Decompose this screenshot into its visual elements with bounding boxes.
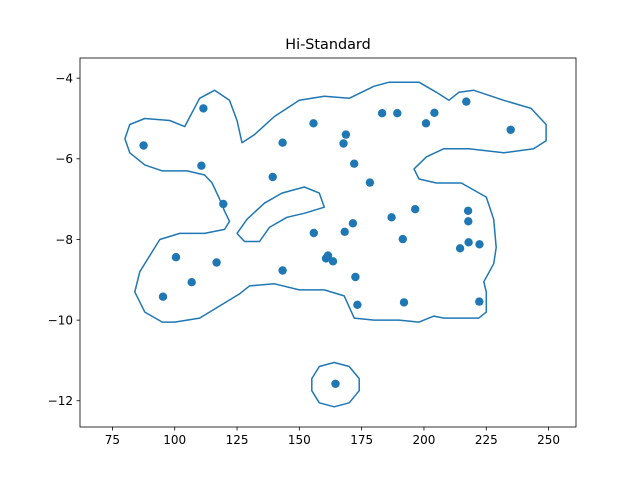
data-point-36 (463, 206, 473, 215)
y-tick-label: −6 (55, 152, 73, 166)
x-tick-label: 250 (537, 433, 560, 447)
data-point-3 (171, 253, 181, 262)
data-point-19 (340, 227, 349, 236)
data-point-28 (393, 109, 402, 118)
data-point-4 (187, 278, 196, 287)
data-point-40 (475, 297, 484, 306)
y-tick-label: −12 (48, 394, 73, 408)
data-point-18 (339, 139, 348, 148)
x-tick-label: 100 (163, 433, 186, 447)
data-point-7 (212, 258, 221, 267)
data-point-24 (353, 300, 362, 309)
axes: 75 100 125 150 175 200 225 250 −12 −10 −8 −6 −4 (48, 57, 577, 447)
y-tick-label: −8 (55, 233, 73, 247)
data-point-11 (278, 266, 287, 275)
data-point-41 (506, 125, 515, 134)
data-point-15 (323, 251, 333, 260)
data-point-27 (387, 213, 396, 222)
data-point-1 (139, 141, 148, 150)
data-point-17 (331, 379, 340, 388)
data-point-8 (219, 199, 228, 209)
x-tick-label: 175 (350, 433, 373, 447)
data-point-9 (268, 172, 277, 182)
data-point-10 (278, 138, 287, 147)
data-point-23 (351, 272, 360, 282)
contour-line-3 (311, 361, 360, 408)
data-point-34 (455, 244, 465, 253)
contour-line-1 (124, 81, 547, 323)
data-point-37 (464, 217, 473, 226)
x-tick-label: 150 (288, 433, 311, 447)
data-point-26 (377, 109, 387, 118)
contour-line-2 (236, 186, 326, 243)
x-tick-label: 75 (105, 433, 120, 447)
y-tick-label: −4 (55, 71, 73, 85)
data-point-32 (421, 119, 431, 128)
data-point-12 (309, 119, 318, 128)
data-point-39 (475, 240, 484, 249)
data-point-20 (341, 130, 351, 139)
data-point-2 (158, 292, 168, 301)
data-point-30 (399, 298, 409, 307)
data-point-35 (462, 97, 471, 106)
chart-title: Hi-Standard (285, 37, 370, 53)
data-point-31 (411, 205, 420, 214)
plot-area (124, 81, 547, 408)
data-point-33 (430, 108, 439, 118)
data-point-38 (464, 238, 473, 247)
data-point-5 (197, 161, 206, 170)
axes-frame (79, 57, 577, 428)
data-point-21 (348, 219, 358, 228)
x-tick-label: 225 (475, 433, 498, 447)
x-tick-label: 125 (226, 433, 249, 447)
data-point-29 (398, 234, 407, 244)
data-point-6 (199, 104, 208, 113)
data-point-13 (309, 228, 318, 238)
data-point-25 (365, 178, 375, 187)
y-tick-label: −10 (48, 313, 73, 327)
x-tick-label: 200 (413, 433, 436, 447)
data-point-16 (328, 257, 338, 266)
data-point-22 (350, 159, 359, 168)
